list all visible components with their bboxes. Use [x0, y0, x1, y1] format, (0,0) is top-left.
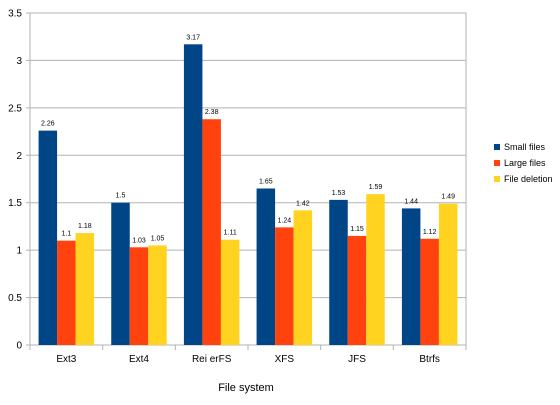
bar — [202, 119, 221, 346]
legend-swatch — [494, 176, 500, 182]
x-tick-label: Rei erFS — [192, 354, 232, 365]
x-tick-label: XFS — [275, 354, 295, 365]
data-label: 1.15 — [350, 226, 364, 233]
legend: Small files Large files File deletion — [494, 142, 553, 184]
y-tick-label: 2.5 — [8, 103, 22, 114]
bar — [38, 130, 58, 345]
x-tick-label: Btrfs — [419, 354, 440, 365]
bar — [75, 233, 95, 345]
data-label: 1.18 — [78, 223, 92, 230]
bar — [366, 194, 385, 345]
data-label: 1.49 — [441, 194, 455, 201]
bar — [329, 199, 348, 345]
bar — [256, 188, 276, 345]
data-label: 1.03 — [132, 237, 146, 244]
y-tick-label: 1.5 — [8, 198, 22, 209]
y-tick-label: 3 — [16, 56, 22, 67]
bar — [275, 227, 294, 345]
bar — [57, 240, 76, 345]
x-tick-label: Ext4 — [129, 354, 149, 365]
y-tick-label: 0.5 — [8, 293, 22, 304]
y-tick-label: 0 — [16, 341, 22, 352]
data-label: 1.65 — [259, 178, 273, 185]
legend-label: File deletion — [504, 174, 553, 184]
x-tick-label: Ext3 — [56, 354, 76, 365]
bar — [401, 208, 421, 345]
data-label: 2.38 — [205, 109, 219, 116]
data-label: 1.05 — [151, 235, 165, 242]
data-label: 1.12 — [423, 229, 437, 236]
data-label: 1.5 — [116, 193, 126, 200]
bar — [347, 235, 367, 345]
bar — [438, 203, 458, 345]
y-tick-label: 2 — [16, 151, 22, 162]
legend-swatch — [494, 160, 500, 166]
data-label: 1.11 — [224, 230, 237, 237]
legend-swatch — [494, 144, 500, 150]
y-tick-label: 3.5 — [8, 9, 22, 20]
bar — [148, 245, 167, 345]
x-axis-title: File system — [218, 382, 274, 394]
legend-label: Large files — [504, 158, 546, 168]
x-tick-label: JFS — [348, 354, 366, 365]
plot-frame — [29, 12, 467, 346]
data-label: 1.42 — [296, 200, 310, 207]
bar — [129, 247, 149, 345]
data-label: 1.24 — [278, 217, 292, 224]
bar — [420, 238, 439, 345]
data-label: 1.44 — [404, 198, 418, 205]
y-tick-label: 1 — [16, 246, 22, 257]
bar — [183, 44, 203, 345]
bar — [293, 210, 313, 345]
data-label: 1.1 — [61, 231, 71, 238]
bar — [111, 202, 130, 345]
bar — [220, 239, 240, 345]
data-label: 1.59 — [369, 184, 383, 191]
data-label: 3.17 — [186, 34, 200, 41]
data-label: 1.53 — [332, 190, 346, 197]
legend-label: Small files — [504, 142, 546, 152]
data-label: 2.26 — [41, 121, 55, 128]
